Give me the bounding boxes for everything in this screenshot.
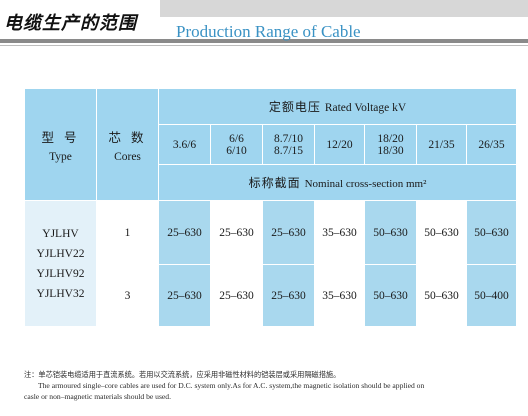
production-range-table: 型 号 Type 芯 数 Cores 定额电压 Rated Voltage kV …: [24, 88, 517, 327]
voltage-header-cell: 18/20 18/30: [364, 124, 417, 165]
footnote-cn: 注：单芯铠装电缆适用于直流系统。若用以交流系统，应采用非磁性材料的铠装层或采用隔…: [24, 370, 341, 379]
cores-cell: 3: [96, 264, 159, 327]
cross-section-value: 25–630: [210, 264, 263, 327]
header-rule-thin: [0, 45, 528, 46]
type-header-en: Type: [49, 150, 72, 163]
cross-section-value: 50–630: [364, 200, 417, 265]
voltage-header-cell: 3.6/6: [158, 124, 211, 165]
cross-section-value: 35–630: [314, 264, 365, 327]
cross-section-value: 50–630: [364, 264, 417, 327]
cross-section-cn: 标称截面: [248, 176, 301, 190]
cores-header-en: Cores: [114, 150, 141, 163]
cross-section-value: 35–630: [314, 200, 365, 265]
footnote: 注：单芯铠装电缆适用于直流系统。若用以交流系统，应采用非磁性材料的铠装层或采用隔…: [24, 369, 520, 402]
type-header-cell: 型 号 Type: [24, 88, 97, 201]
page-title-en: Production Range of Cable: [176, 22, 361, 41]
type-item: YJLHV22: [36, 247, 85, 260]
type-item: YJLHV: [42, 227, 79, 240]
cross-section-value: 50–630: [466, 200, 517, 265]
cross-section-value: 50–630: [416, 264, 467, 327]
header-rule: [0, 39, 528, 43]
voltage-header-cell: 26/35: [466, 124, 517, 165]
rated-voltage-en: Rated Voltage kV: [324, 102, 407, 114]
voltage-header-cell: 12/20: [314, 124, 365, 165]
cross-section-value: 25–630: [262, 200, 315, 265]
type-item: YJLHV92: [36, 267, 85, 280]
voltage-header-cell: 21/35: [416, 124, 467, 165]
cores-header-cell: 芯 数 Cores: [96, 88, 159, 201]
rated-voltage-header: 定额电压 Rated Voltage kV: [158, 88, 517, 125]
cross-section-value: 25–630: [210, 200, 263, 265]
header-band: [160, 0, 528, 17]
cores-cell: 1: [96, 200, 159, 265]
type-item: YJLHV32: [36, 287, 85, 300]
cross-section-value: 50–400: [466, 264, 517, 327]
footnote-en-line2: casle or non–magnetic materials should b…: [24, 392, 171, 401]
type-list-cell: YJLHV YJLHV22 YJLHV92 YJLHV32: [24, 200, 97, 327]
voltage-header-cell: 6/6 6/10: [210, 124, 263, 165]
cores-header-cn: 芯 数: [108, 129, 147, 145]
rated-voltage-cn: 定额电压: [268, 100, 321, 114]
page-title-cn: 电缆生产的范围: [4, 13, 137, 34]
page-header: 电缆生产的范围 Production Range of Cable: [0, 0, 528, 48]
type-header-cn: 型 号: [41, 129, 80, 145]
cross-section-value: 25–630: [158, 200, 211, 265]
cross-section-value: 25–630: [262, 264, 315, 327]
footnote-en-line1: The armoured single–core cables are used…: [38, 381, 425, 390]
voltage-header-cell: 8.7/10 8.7/15: [262, 124, 315, 165]
cross-section-value: 50–630: [416, 200, 467, 265]
cross-section-value: 25–630: [158, 264, 211, 327]
cross-section-en: Nominal cross-section mm²: [304, 178, 427, 190]
cross-section-header: 标称截面 Nominal cross-section mm²: [158, 164, 517, 201]
